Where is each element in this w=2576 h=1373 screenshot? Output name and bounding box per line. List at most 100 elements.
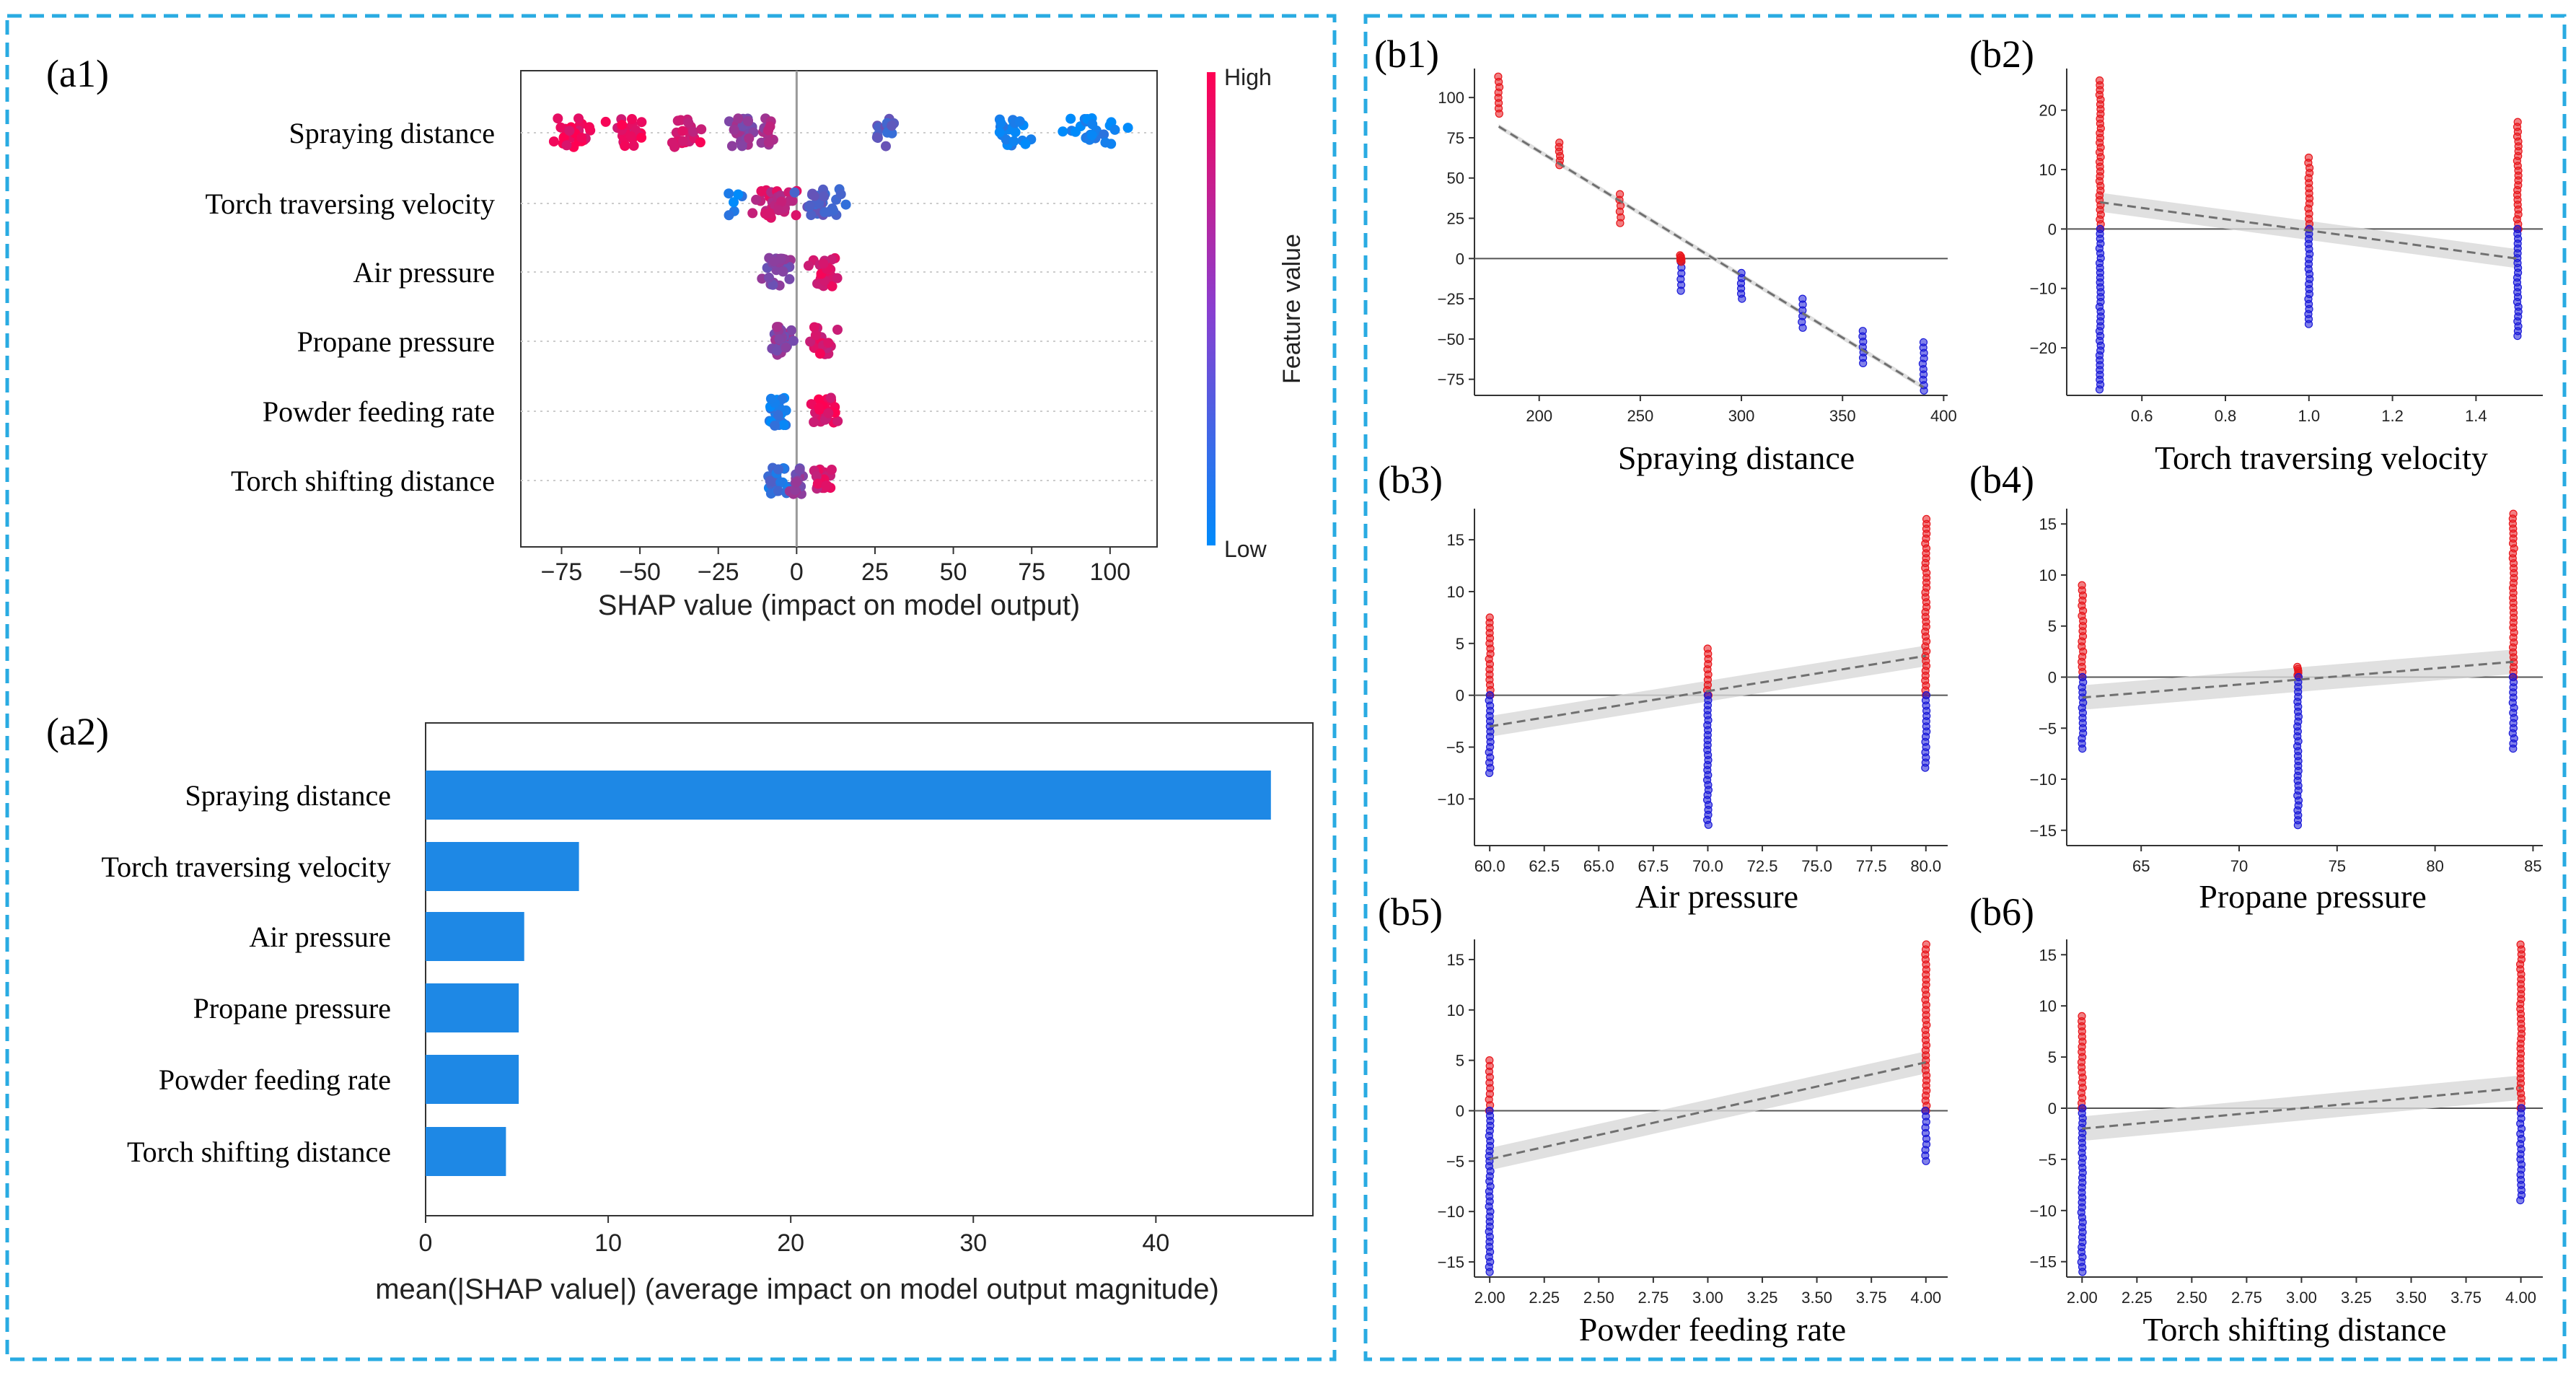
- beeswarm-point: [809, 322, 819, 333]
- beeswarm-point: [791, 477, 801, 488]
- dependence-point: [1485, 1056, 1494, 1065]
- y-tick-label: −5: [1446, 738, 1464, 756]
- bar-category-label: Propane pressure: [193, 992, 391, 1025]
- y-tick-label: 20: [2039, 102, 2057, 120]
- y-tick-label: −5: [2039, 1151, 2057, 1169]
- x-tick-label: 62.5: [1529, 857, 1560, 875]
- beeswarm-point: [729, 197, 739, 208]
- bar-category-label: Powder feeding rate: [159, 1063, 391, 1096]
- beeswarm-point: [765, 393, 776, 404]
- beeswarm-point: [726, 141, 737, 152]
- beeswarm-point: [1014, 116, 1025, 127]
- beeswarm-point: [677, 136, 688, 146]
- beeswarm-point: [636, 117, 647, 128]
- beeswarm-point: [775, 477, 786, 488]
- colorbar-high-label: High: [1224, 64, 1272, 90]
- beeswarm-point: [636, 132, 647, 143]
- dependence-point: [1555, 139, 1564, 147]
- y-tick-label: 0: [2048, 1100, 2057, 1118]
- y-tick-label: 5: [2048, 1048, 2057, 1066]
- y-tick-label: 5: [2048, 618, 2057, 636]
- feature-label: Torch shifting distance: [231, 465, 495, 497]
- beeswarm-point: [1065, 113, 1076, 124]
- trend-line: [1498, 126, 1925, 389]
- x-tick-label: 40: [1142, 1229, 1169, 1257]
- x-tick-label: 2.75: [1638, 1289, 1669, 1307]
- bar-5: [426, 1055, 519, 1104]
- beeswarm-point: [809, 417, 819, 427]
- y-tick-label: 75: [1447, 129, 1464, 147]
- x-tick-label: 2.75: [2231, 1289, 2262, 1307]
- dependence-point: [2509, 509, 2518, 518]
- y-tick-label: −75: [1438, 371, 1464, 389]
- x-tick-label: 20: [777, 1229, 804, 1257]
- beeswarm-point: [840, 199, 851, 210]
- beeswarm-point: [561, 140, 572, 151]
- dependence-chart-b4: 65 70 75 80 85 15 10 5 0 −5 −10 −15 Propane pressure: [2030, 509, 2543, 915]
- beeswarm-point: [737, 141, 747, 152]
- x-tick-label: 0: [419, 1229, 433, 1257]
- y-tick-label: −10: [1438, 1203, 1464, 1221]
- x-tick-label: 10: [594, 1229, 622, 1257]
- beeswarm-point: [617, 120, 628, 130]
- beeswarm-point: [821, 481, 832, 491]
- dependence-chart-b1: 200 250 300 350 4001007550250−25−50−75Sprayi…: [1438, 69, 1957, 476]
- y-tick-label: 10: [2039, 566, 2057, 584]
- beeswarm-point: [1001, 134, 1011, 145]
- bar-category-label: Spraying distance: [185, 779, 392, 812]
- beeswarm-point: [625, 131, 636, 141]
- y-tick-label: 5: [1456, 1052, 1464, 1070]
- beeswarm-point: [819, 207, 830, 217]
- beeswarm-point: [628, 141, 639, 151]
- dependence-point: [1922, 940, 1930, 949]
- beeswarm-point: [584, 122, 594, 133]
- x-tick-label: 4.00: [2505, 1289, 2536, 1307]
- dependence-point: [2078, 672, 2087, 682]
- trend-line: [1489, 654, 1927, 728]
- beeswarm-point: [773, 410, 783, 421]
- beeswarm-point: [812, 478, 823, 489]
- beeswarm-point: [772, 322, 782, 333]
- dependence-point: [1485, 1106, 1494, 1115]
- x-tick-label: 3.25: [2341, 1289, 2372, 1307]
- y-tick-label: 0: [1456, 1102, 1464, 1120]
- y-tick-label: −15: [2030, 822, 2057, 840]
- beeswarm-point: [887, 120, 897, 131]
- beeswarm-point: [744, 133, 755, 144]
- dependence-point: [2096, 224, 2104, 233]
- shap-beeswarm-chart: Spraying distance Torch traversing veloci…: [205, 64, 1306, 621]
- mean-shap-bar-chart: Spraying distance Torch traversing veloci…: [101, 722, 1314, 1305]
- panel-label-b5: (b5): [1378, 890, 1443, 934]
- beeswarm-point: [770, 420, 780, 431]
- beeswarm-point: [774, 334, 785, 345]
- x-axis-label: Air pressure: [1635, 878, 1798, 915]
- y-tick-label: −15: [1438, 1253, 1464, 1271]
- beeswarm-point: [791, 210, 801, 221]
- beeswarm-point: [667, 137, 677, 148]
- y-tick-label: −50: [1438, 330, 1464, 348]
- dependence-chart-b5: 2.00 2.25 2.50 2.75 3.00 3.25 3.50 3.75 4.00 15 10…: [1438, 939, 1948, 1348]
- beeswarm-point: [835, 189, 846, 200]
- dependence-point: [1919, 338, 1928, 346]
- x-tick-label: 85: [2524, 857, 2541, 875]
- trend-line: [2100, 201, 2518, 260]
- colorbar: [1207, 72, 1216, 545]
- dependence-point: [1858, 327, 1867, 335]
- y-tick-label: 0: [1456, 687, 1464, 705]
- y-tick-label: 15: [2039, 946, 2057, 964]
- dependence-point: [2304, 153, 2313, 162]
- dependence-point: [1485, 690, 1494, 700]
- beeswarm-point: [688, 126, 699, 137]
- dependence-point: [2294, 672, 2303, 682]
- y-tick-label: 100: [1438, 89, 1464, 107]
- y-tick-label: 0: [2048, 669, 2057, 687]
- beeswarm-point: [733, 189, 744, 200]
- beeswarm-point: [773, 205, 784, 216]
- x-tick-label: 2.50: [2176, 1289, 2207, 1307]
- x-tick-label: 2.00: [2067, 1289, 2098, 1307]
- x-tick-label: 0.8: [2215, 407, 2237, 425]
- dependence-point: [1485, 613, 1494, 622]
- dependence-point: [1921, 1106, 1930, 1115]
- dependence-point: [1676, 251, 1684, 260]
- beeswarm-point: [832, 325, 843, 335]
